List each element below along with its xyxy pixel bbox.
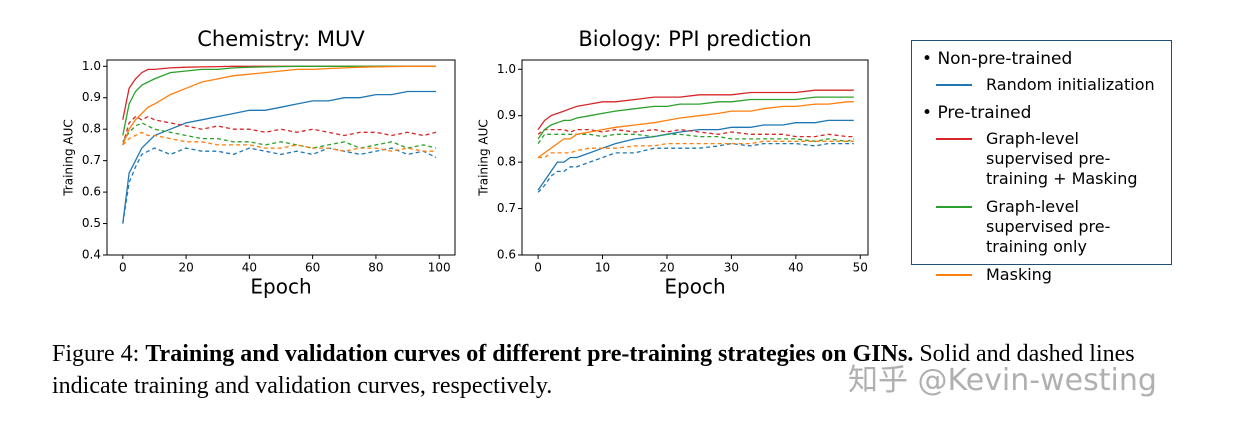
y-tick-label: 0.7	[82, 153, 101, 167]
legend-entry: Graph-level supervised pre-training only	[936, 197, 1161, 257]
y-tick-label: 0.8	[497, 155, 516, 169]
y-tick-label: 0.6	[497, 248, 516, 262]
caption: Figure 4: Training and validation curves…	[52, 338, 1192, 402]
plot-frame	[521, 59, 869, 256]
caption-bold: Training and validation curves of differ…	[145, 341, 914, 367]
chart-title: Biology: PPI prediction	[578, 27, 811, 51]
training-curve	[122, 90, 436, 224]
caption-text: Solid and dashed lines indicate training…	[52, 341, 1135, 399]
training-curve	[122, 65, 436, 120]
validation-curve	[122, 122, 437, 149]
validation-curve	[122, 131, 436, 152]
plot-frame	[106, 59, 456, 256]
legend-heading: Pre-trained	[922, 103, 1161, 123]
training-curve	[122, 65, 436, 136]
training-curve	[537, 101, 854, 159]
y-tick-label: 0.9	[497, 108, 516, 122]
x-axis-label: Epoch	[250, 275, 311, 299]
y-tick-label: 0.6	[82, 185, 101, 199]
x-tick-label: 10	[595, 261, 610, 275]
legend-label: Masking	[986, 265, 1052, 284]
y-tick-label: 0.7	[497, 201, 516, 215]
validation-curve	[537, 128, 854, 138]
legend-swatch	[936, 138, 972, 140]
x-tick-label: 50	[853, 261, 868, 275]
x-tick-label: 100	[428, 261, 451, 275]
legend-heading: Non-pre-trained	[922, 49, 1161, 69]
legend-label: Graph-level supervised pre-training + Ma…	[986, 129, 1138, 188]
legend-swatch	[936, 274, 972, 276]
y-tick-label: 0.4	[82, 248, 101, 262]
legend-entry: Random initialization	[936, 75, 1161, 95]
legend-label: Graph-level supervised pre-training only	[986, 197, 1111, 256]
x-tick-label: 20	[178, 261, 193, 275]
y-axis-label: Training AUC	[477, 119, 491, 197]
y-tick-label: 0.9	[82, 90, 101, 104]
x-tick-label: 0	[119, 261, 127, 275]
y-tick-label: 0.8	[82, 122, 101, 136]
x-tick-label: 40	[788, 261, 803, 275]
validation-curve	[537, 133, 855, 144]
legend-label: Random initialization	[986, 75, 1155, 94]
chart-title: Chemistry: MUV	[197, 27, 365, 51]
x-tick-label: 80	[368, 261, 383, 275]
validation-curve	[122, 147, 437, 224]
training-curve	[122, 65, 436, 146]
validation-curve	[538, 140, 854, 159]
y-tick-label: 0.5	[82, 216, 101, 230]
y-tick-label: 1.0	[82, 59, 101, 73]
watermark: 知乎 @Kevin-westing	[848, 363, 1157, 398]
legend: Non-pre-trained Random initialization Pre-…	[911, 40, 1172, 284]
x-tick-label: 20	[659, 261, 674, 275]
training-curve	[537, 96, 854, 140]
y-axis-label: Training AUC	[62, 119, 76, 197]
x-axis-label: Epoch	[664, 275, 725, 299]
validation-curve	[537, 142, 854, 193]
legend-swatch	[936, 84, 972, 86]
legend-entry: Graph-level supervised pre-training + Ma…	[936, 129, 1161, 189]
x-tick-label: 40	[242, 261, 257, 275]
legend-entry: Masking	[936, 265, 1161, 285]
x-tick-label: 0	[534, 261, 542, 275]
x-tick-label: 60	[305, 261, 320, 275]
caption-label: Figure 4:	[52, 341, 140, 367]
legend-swatch	[936, 206, 972, 208]
validation-curve	[122, 115, 437, 146]
x-tick-label: 30	[724, 261, 739, 275]
y-tick-label: 1.0	[497, 62, 516, 76]
training-curve	[537, 89, 854, 130]
figure: Chemistry: MUV Epoch Training AUC 0 20 40 60 80…	[62, 27, 869, 299]
training-curve	[537, 119, 854, 191]
